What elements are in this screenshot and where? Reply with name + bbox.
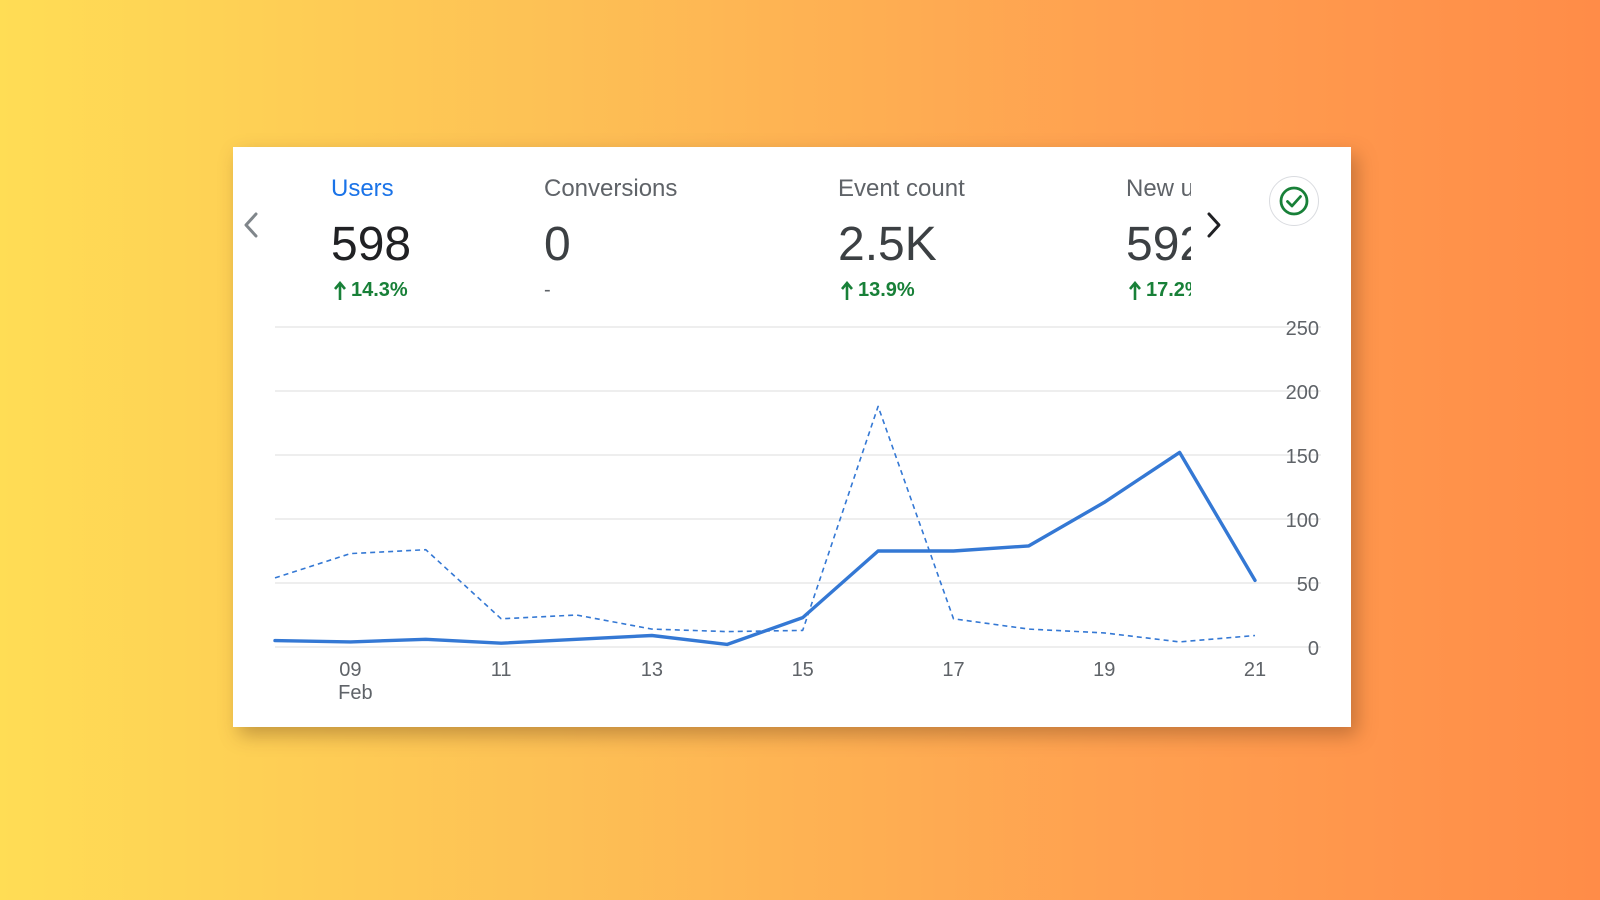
metric-name: New users [1126,175,1191,202]
chevron-right-icon [1207,212,1221,238]
y-axis-ticks: 0 50 100 150 200 250 [1286,318,1319,660]
arrow-up-icon [1129,280,1141,300]
metric-change: 17.2% [1128,279,1191,302]
x-tick-label: 15 [792,659,814,681]
y-tick-label: 50 [1297,574,1319,596]
metrics-card: 0 50 100 150 200 250 09 11 13 15 17 19 21 Feb Users … [233,147,1351,727]
next-metrics-button[interactable] [1198,205,1228,245]
metric-change: 14.3% [333,279,408,302]
comparison-series-line [274,405,1256,643]
status-check-button[interactable] [1269,176,1319,226]
y-tick-label: 100 [1286,510,1319,532]
metric-tab-event-count[interactable]: Event count 2.5K 13.9% [838,167,1098,317]
x-tick-label: 13 [641,659,663,681]
metric-change-value: - [544,279,551,301]
y-tick-label: 150 [1286,446,1319,468]
chevron-left-icon [244,212,258,238]
chart-series [273,405,1257,647]
metric-change: - [544,279,551,302]
arrow-up-icon [841,280,853,300]
y-tick-label: 250 [1286,318,1319,340]
x-tick-label: 11 [491,659,512,681]
metric-tab-users[interactable]: Users 598 14.3% [331,167,531,317]
y-tick-label: 200 [1286,382,1319,404]
previous-metrics-button[interactable] [237,205,267,245]
metric-value: 592 [1126,218,1191,271]
metric-value: 2.5K [838,218,937,271]
x-tick-label: 21 [1244,659,1266,681]
y-tick-label: 0 [1308,638,1319,660]
metric-value: 598 [331,218,412,271]
metric-tab-conversions[interactable]: Conversions 0 - [544,167,804,317]
x-axis-ticks: 09 11 13 15 17 19 21 Feb [338,659,1266,704]
metric-name: Users [331,175,394,202]
metric-change-value: 14.3% [351,279,408,301]
metric-change-value: 13.9% [858,279,915,301]
chart-grid [275,326,1321,648]
x-tick-label: 19 [1093,659,1115,681]
metric-change: 13.9% [840,279,915,302]
metric-value: 0 [544,218,571,271]
users-line-chart: 0 50 100 150 200 250 09 11 13 15 17 19 21 Feb [273,318,1321,704]
metrics-strip: Users 598 14.3% Conversions 0 - Event co… [331,167,1191,317]
metric-name: Event count [838,175,965,202]
metric-tab-new-users[interactable]: New users 592 17.2% [1126,167,1191,317]
metric-name: Conversions [544,175,678,202]
x-tick-label: 17 [942,659,964,681]
metric-change-value: 17.2% [1146,279,1191,301]
arrow-up-icon [334,280,346,300]
x-tick-label: 09 [339,659,361,681]
check-circle-icon [1279,186,1309,216]
current-series-line [273,450,1257,647]
x-month-label: Feb [338,682,372,704]
